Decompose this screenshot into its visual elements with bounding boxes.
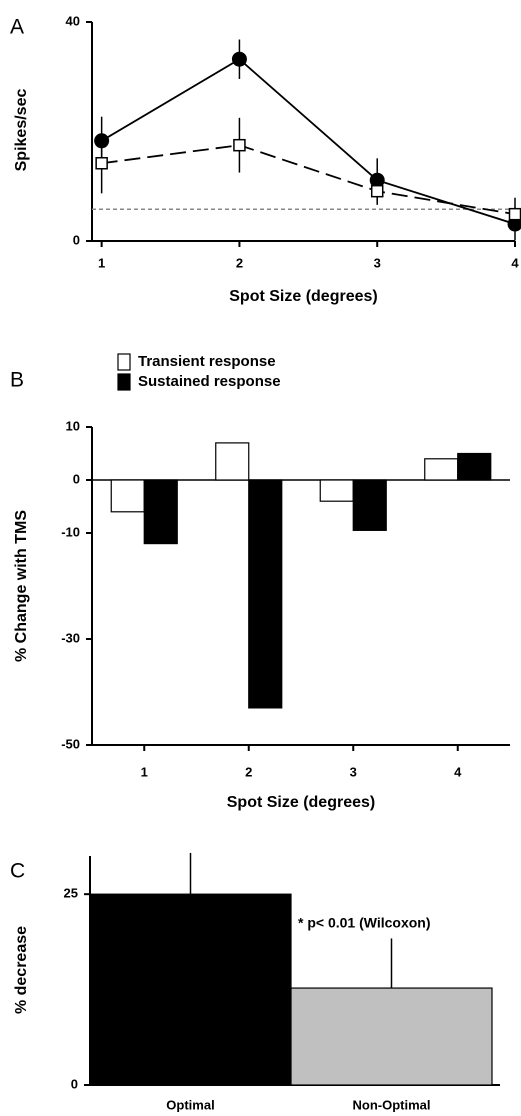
y-tick-label: 10: [66, 418, 80, 433]
y-tick-label: -50: [61, 736, 80, 751]
data-point: [508, 207, 521, 221]
bar: [290, 987, 493, 1086]
y-tick-label: 0: [73, 471, 80, 486]
y-tick-label: -10: [61, 524, 80, 539]
data-point: [231, 51, 247, 67]
bar: [110, 479, 145, 513]
legend-label: Sustained response: [138, 373, 281, 390]
y-axis-label: % Change with TMS: [13, 510, 30, 662]
x-axis-label: Spot Size (degrees): [229, 288, 377, 305]
bar: [457, 452, 492, 481]
y-axis-label: % decrease: [13, 926, 30, 1014]
annotation: * p< 0.01 (Wilcoxon): [298, 915, 431, 931]
legend-label: Transient response: [138, 353, 276, 370]
x-tick-label: 4: [511, 255, 519, 270]
data-point: [95, 157, 108, 170]
bar: [143, 479, 178, 545]
bar: [248, 479, 283, 709]
x-tick-label: 1: [98, 255, 105, 270]
x-tick-label: 1: [141, 764, 148, 779]
bar: [424, 458, 459, 481]
x-tick-label: 3: [374, 255, 381, 270]
panel-label: C: [10, 860, 25, 883]
series-line: [101, 144, 516, 216]
x-axis-label: Spot Size (degrees): [227, 794, 375, 811]
bar: [319, 479, 354, 502]
y-tick-label: 0: [71, 1076, 78, 1091]
panel-label: A: [10, 16, 24, 39]
y-tick-label: 40: [66, 13, 80, 28]
x-tick-label: 2: [245, 764, 252, 779]
x-tick-label: 3: [350, 764, 357, 779]
y-axis-label: Spikes/sec: [13, 89, 30, 172]
series-line: [101, 58, 516, 225]
data-point: [370, 184, 384, 198]
y-tick-label: 25: [64, 886, 78, 901]
legend-swatch: [117, 373, 131, 391]
y-tick-label: 0: [73, 232, 80, 247]
y-tick-label: -30: [61, 630, 80, 645]
x-tick-label: Optimal: [166, 1097, 214, 1112]
x-tick-label: 2: [236, 255, 243, 270]
bar: [352, 479, 387, 531]
bar: [215, 442, 250, 481]
x-tick-label: 4: [454, 764, 462, 779]
bar: [89, 893, 292, 1086]
legend-swatch: [117, 353, 131, 371]
data-point: [233, 138, 246, 152]
x-tick-label: Non-Optimal: [353, 1097, 431, 1112]
panel-label: B: [10, 369, 24, 392]
